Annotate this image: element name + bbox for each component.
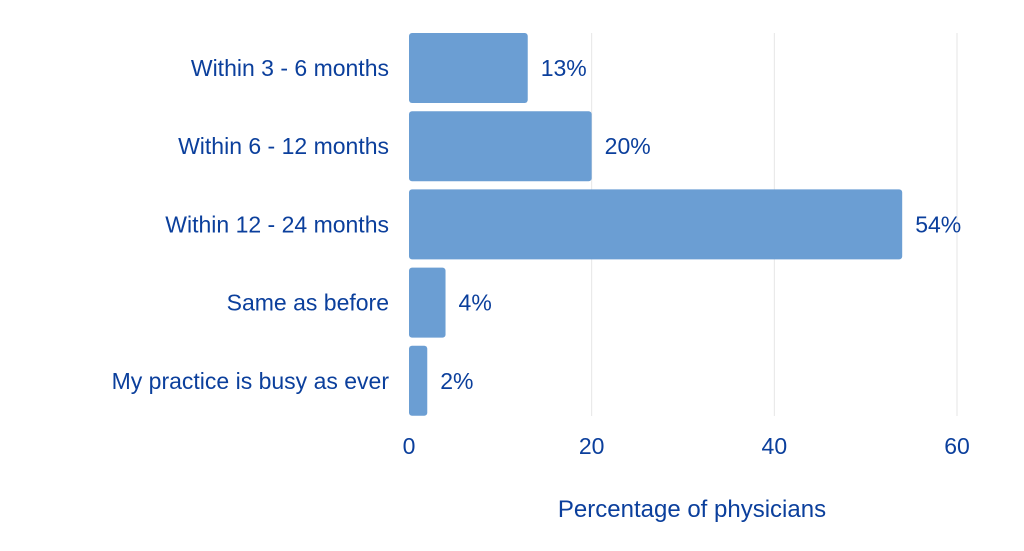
bar	[409, 111, 592, 182]
value-label: 4%	[459, 290, 492, 316]
value-label: 13%	[541, 55, 587, 81]
bar	[409, 267, 446, 338]
bar	[409, 33, 528, 103]
bars	[409, 33, 903, 416]
category-label: My practice is busy as ever	[112, 368, 390, 394]
x-tick-label: 0	[403, 433, 416, 459]
value-label: 54%	[915, 211, 961, 237]
category-label: Same as before	[227, 290, 389, 316]
bar	[409, 345, 428, 416]
labels: 0 20 40 60 Within 3 - 6 months 13% Within 6 - …	[112, 55, 970, 459]
category-label: Within 12 - 24 months	[165, 211, 389, 237]
x-tick-label: 40	[762, 433, 788, 459]
x-tick-label: 20	[579, 433, 605, 459]
value-label: 2%	[440, 368, 473, 394]
value-label: 20%	[605, 133, 651, 159]
category-label: Within 3 - 6 months	[191, 55, 389, 81]
x-tick-label: 60	[944, 433, 970, 459]
category-label: Within 6 - 12 months	[178, 133, 389, 159]
bar	[409, 189, 903, 260]
x-axis-title: Percentage of physicians	[558, 496, 826, 523]
